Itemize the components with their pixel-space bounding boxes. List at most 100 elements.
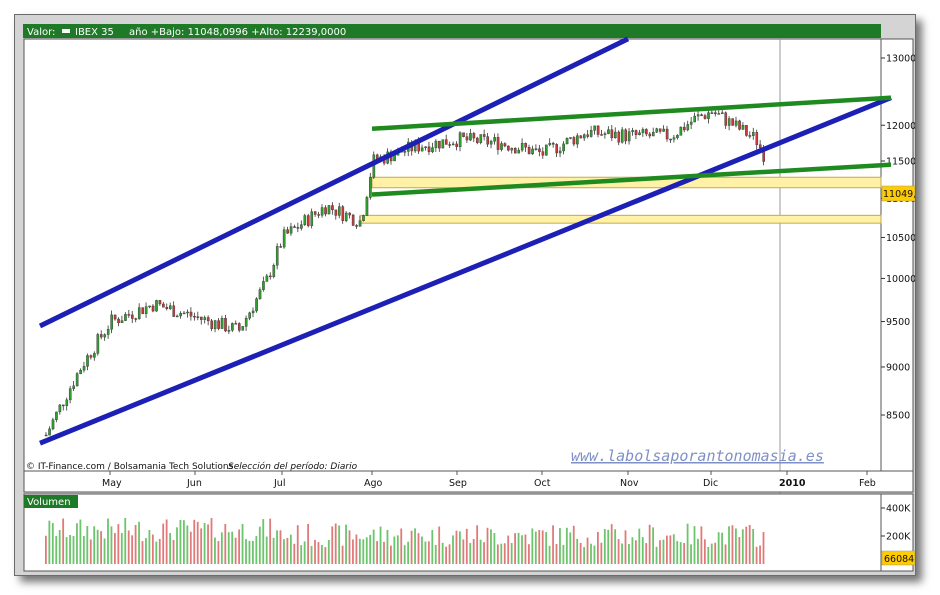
volume-bar — [569, 532, 572, 564]
candle-body — [344, 212, 348, 221]
volume-bar — [579, 542, 582, 564]
volume-bar — [624, 530, 627, 564]
candle-body — [141, 307, 144, 314]
volume-bar — [514, 533, 516, 564]
candle-body — [586, 134, 590, 137]
volume-bar — [721, 532, 723, 564]
header-stats: año +Bajo: 11048,0996 +Alto: 12239,0000 — [129, 27, 346, 38]
volume-bar — [452, 535, 454, 564]
price-tick-label: 10500 — [886, 233, 915, 244]
volume-bar — [162, 523, 165, 564]
candle-body — [269, 275, 272, 278]
volume-title-bar — [24, 495, 78, 508]
candle-body — [355, 225, 358, 227]
volume-bar — [341, 545, 344, 564]
candle-body — [658, 128, 662, 132]
candle-body — [431, 147, 434, 153]
volume-bar — [659, 540, 661, 564]
volume-bar — [82, 535, 85, 564]
candle-body — [289, 226, 293, 234]
candle-body — [155, 300, 158, 312]
candle-body — [693, 115, 696, 123]
candle-body — [189, 311, 193, 317]
candle-body — [652, 132, 655, 137]
candle-body — [531, 148, 534, 155]
volume-bar — [548, 545, 551, 564]
candle-body — [248, 312, 251, 319]
candle-body — [68, 388, 72, 401]
price-tick-label: 9500 — [886, 317, 910, 328]
candle-body — [714, 112, 717, 114]
volume-bar — [334, 523, 337, 564]
volume-bar — [379, 526, 382, 564]
candle-body — [279, 246, 283, 248]
volume-bar — [541, 530, 544, 564]
volume-bar — [365, 537, 368, 564]
volume-bar — [169, 533, 171, 564]
candle-body — [334, 209, 338, 216]
volume-bar — [576, 538, 579, 564]
volume-bar — [272, 537, 275, 564]
volume-bar — [107, 518, 109, 564]
candle-body — [120, 320, 124, 324]
candle-body — [489, 140, 493, 145]
candle-body — [672, 137, 676, 140]
volume-bar — [110, 526, 113, 564]
candle-body — [469, 133, 472, 141]
volume-bar — [469, 543, 472, 564]
watermark: www.labolsaporantonomasia.es — [571, 447, 824, 465]
volume-bar — [410, 530, 413, 564]
candle-body — [200, 316, 203, 320]
candle-body — [251, 310, 255, 314]
candle-body — [369, 176, 372, 198]
volume-bar — [241, 523, 244, 564]
month-label: Jun — [186, 478, 202, 489]
symbol-marker — [62, 29, 70, 33]
volume-bar — [683, 542, 686, 564]
volume-bar — [300, 545, 303, 564]
volume-bar — [276, 530, 278, 564]
month-label: Sep — [449, 478, 467, 489]
volume-bar — [641, 537, 644, 564]
volume-bar — [103, 538, 106, 564]
candle-body — [755, 132, 759, 145]
candle-body — [510, 147, 514, 151]
volume-bar — [610, 524, 613, 564]
volume-bar — [597, 531, 599, 564]
month-label: Ago — [364, 478, 383, 489]
candle-body — [196, 316, 200, 318]
credit-source: © IT-Finance.com / Bolsamania Tech Solut… — [26, 462, 234, 472]
volume-bar — [396, 535, 399, 564]
candle-body — [696, 114, 700, 117]
price-tick-label: 8500 — [886, 411, 910, 422]
candle-body — [51, 419, 55, 430]
volume-tick-label: 400K — [886, 504, 911, 515]
candle-body — [707, 112, 710, 119]
candle-body — [555, 144, 558, 154]
candle-body — [669, 138, 672, 141]
candle-body — [158, 300, 162, 305]
month-label: 2010 — [779, 478, 806, 489]
volume-bar — [538, 530, 541, 564]
candle-body — [275, 246, 279, 266]
candle-body — [562, 143, 565, 152]
candle-body — [117, 318, 120, 324]
volume-bar — [427, 541, 430, 564]
volume-bar — [731, 525, 734, 564]
volume-bar — [86, 526, 89, 564]
candle-body — [734, 120, 738, 126]
candle-body — [631, 130, 634, 132]
volume-bar — [286, 537, 289, 564]
volume-bar — [669, 535, 672, 564]
candle-body — [465, 136, 469, 141]
volume-bar — [517, 532, 520, 564]
volume-bar — [131, 535, 134, 564]
volume-bar — [310, 545, 313, 564]
month-label: Dic — [703, 478, 718, 489]
candle-body — [44, 434, 48, 437]
volume-bar — [362, 539, 365, 564]
candle-body — [231, 323, 234, 331]
candle-body — [241, 326, 245, 331]
candle-body — [75, 373, 79, 387]
volume-bar — [224, 523, 227, 564]
